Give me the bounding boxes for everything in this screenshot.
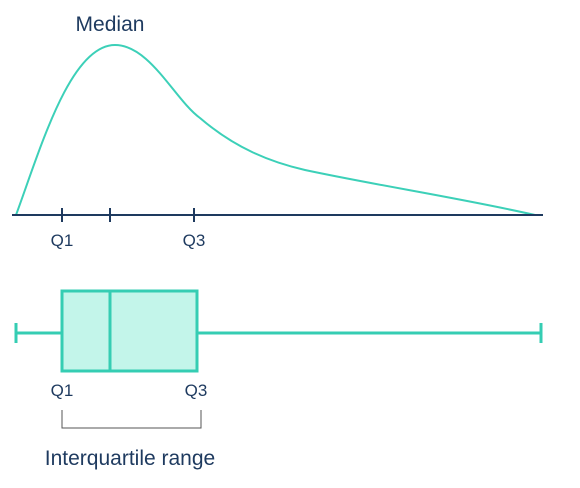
density-plot: Median Q1 Q3	[12, 13, 543, 250]
median-label: Median	[76, 13, 145, 36]
density-curve	[15, 43, 536, 216]
iqr-box	[60, 289, 199, 373]
density-q3-label: Q3	[183, 231, 206, 250]
density-q1-label: Q1	[51, 231, 74, 250]
box-q1-label: Q1	[51, 381, 74, 400]
boxplot: Q1 Q3 Interquartile range	[14, 289, 543, 470]
iqr-label: Interquartile range	[45, 447, 215, 470]
iqr-bracket	[61, 410, 202, 429]
box-q3-label: Q3	[185, 381, 208, 400]
